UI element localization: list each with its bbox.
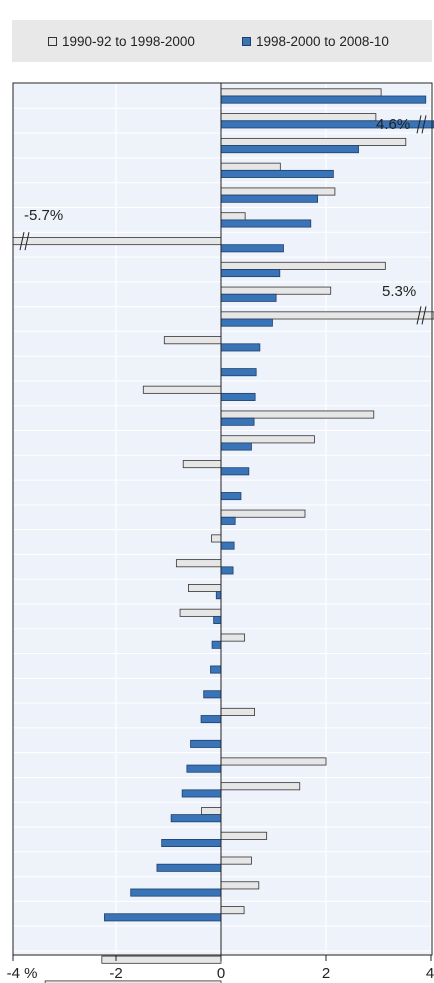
x-tick-label: 2: [321, 965, 331, 982]
bar-series-1-row-2: [220, 113, 377, 122]
bar-series-1-row-15: [220, 435, 315, 444]
bar-series-1-row-34: [220, 906, 245, 915]
bar-series-2-row-22: [213, 615, 222, 624]
bar-series-2-row-16: [220, 467, 250, 476]
bar-series-1-row-23: [220, 633, 246, 642]
x-tick-label: 0: [216, 965, 226, 982]
axis-break-mark: [421, 115, 427, 134]
bar-series-1-row-4: [220, 162, 281, 171]
legend-label-series-1: 1990-92 to 1998-2000: [62, 33, 195, 49]
bar-series-2-row-18: [220, 516, 236, 525]
bar-series-1-row-3: [220, 137, 407, 146]
bar-series-1-row-10: [220, 311, 434, 320]
plot-frame: [12, 82, 433, 956]
bar-series-2-row-23: [211, 640, 222, 649]
axis-break-mark: [24, 231, 30, 251]
value-annotation: -5.7%: [24, 207, 64, 224]
bar-series-2-row-33: [130, 888, 222, 897]
bar-series-1-row-13: [142, 385, 222, 394]
bar-series-1-row-7: [12, 237, 222, 246]
x-tick-label: -2: [109, 965, 123, 982]
bar-series-1-row-33: [220, 881, 260, 890]
legend-item-series-2: 1998-2000 to 2008-10: [242, 20, 389, 62]
bar-series-2-row-4: [220, 169, 334, 178]
bar-series-2-row-32: [156, 863, 222, 872]
bar-series-1-row-36: [101, 955, 222, 964]
legend-swatch-series-2: [242, 36, 251, 46]
bar-series-2-row-1: [220, 95, 427, 104]
bar-series-2-row-10: [220, 318, 273, 327]
bar-series-1-row-26: [220, 707, 255, 716]
value-annotation: 4.6%: [376, 116, 411, 133]
value-annotation: 5.3%: [382, 283, 417, 300]
bar-series-2-row-30: [170, 814, 222, 823]
axis-break-mark: [416, 306, 422, 325]
bar-series-2-row-5: [220, 194, 318, 203]
bar-series-2-row-9: [220, 293, 277, 302]
bar-series-2-row-27: [190, 739, 222, 748]
axis-break-mark: [421, 306, 427, 325]
bar-series-1-row-6: [220, 212, 246, 221]
legend-label-series-2: 1998-2000 to 2008-10: [256, 33, 389, 49]
bar-series-1-row-22: [179, 608, 222, 617]
bar-series-2-row-29: [181, 789, 222, 798]
bar-series-2-row-13: [220, 392, 256, 401]
bar-series-1-row-8: [220, 261, 386, 270]
bar-series-2-row-7: [220, 244, 284, 253]
bar-series-1-row-18: [220, 509, 306, 518]
x-tick-label: -4 %: [6, 965, 38, 982]
axis-break-mark: [19, 231, 25, 251]
bar-series-1-row-37: [44, 980, 222, 983]
bar-series-1-row-14: [220, 410, 375, 419]
bar-series-2-row-25: [203, 690, 222, 699]
bar-series-1-row-28: [220, 757, 327, 766]
bar-series-2-row-28: [186, 764, 222, 773]
bar-series-2-row-31: [161, 839, 222, 848]
bar-series-2-row-24: [210, 665, 222, 674]
bar-series-1-row-11: [163, 336, 222, 345]
axis-break-mark: [416, 115, 422, 134]
bar-series-1-row-31: [220, 831, 268, 840]
bar-series-1-row-30: [201, 807, 222, 816]
bar-series-1-row-20: [175, 559, 222, 568]
bar-series-2-row-21: [215, 591, 222, 600]
bar-series-2-row-34: [104, 913, 222, 922]
legend-item-series-1: 1990-92 to 1998-2000: [48, 20, 195, 62]
bar-series-2-row-8: [220, 269, 281, 278]
bar-series-1-row-1: [220, 88, 382, 97]
chart-legend: 1990-92 to 1998-2000 1998-2000 to 2008-1…: [12, 20, 432, 62]
bar-series-2-row-14: [220, 417, 255, 426]
legend-swatch-series-1: [48, 36, 57, 46]
bar-series-2-row-6: [220, 219, 312, 228]
x-tick-label: 4: [425, 965, 434, 982]
bar-series-2-row-12: [220, 368, 257, 377]
bar-series-1-row-19: [211, 534, 222, 543]
bar-series-1-row-32: [220, 856, 252, 865]
bar-series-1-row-29: [220, 782, 301, 791]
bar-series-1-row-16: [182, 460, 222, 469]
bar-series-2-row-20: [220, 566, 234, 575]
bar-series-1-row-21: [188, 584, 222, 593]
bar-series-2-row-3: [220, 145, 359, 154]
bar-series-2-row-17: [220, 492, 242, 501]
bar-series-1-row-5: [220, 187, 336, 196]
bar-series-1-row-9: [220, 286, 332, 295]
bar-series-2-row-11: [220, 343, 261, 352]
bar-series-2-row-19: [220, 541, 235, 550]
bar-series-2-row-26: [200, 715, 222, 724]
bar-series-2-row-15: [220, 442, 252, 451]
